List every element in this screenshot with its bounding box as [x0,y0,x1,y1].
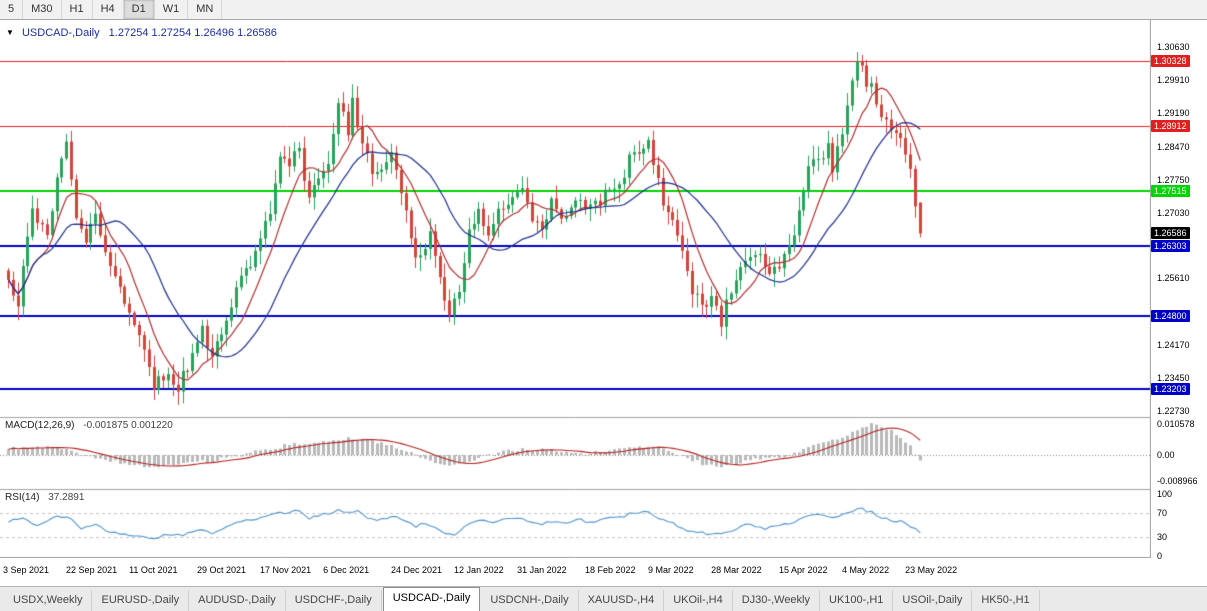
date-tick-label: 17 Nov 2021 [260,565,312,575]
tab-ukoil-h4[interactable]: UKOil-,H4 [664,590,733,611]
date-tick-label: 29 Oct 2021 [197,565,247,575]
price-tick: 1.30630 [1157,42,1190,52]
price-tick: 1.27750 [1157,174,1190,185]
macd-indicator-label: MACD(12,26,9) -0.001875 0.001220 [5,420,173,431]
rsi-axis-tick: 0 [1157,551,1163,561]
tab-uk100-h1[interactable]: UK100-,H1 [820,590,894,611]
tab-eurusd-daily[interactable]: EURUSD-,Daily [92,590,190,611]
price-tick: 1.27030 [1157,207,1190,218]
current-price-label: 1.26586 [1151,227,1190,240]
date-tick-label: 24 Dec 2021 [391,565,443,575]
date-tick-label: 18 Feb 2022 [585,565,636,575]
chart-header: ▼ USDCAD-,Daily 1.27254 1.27254 1.26496 … [6,27,277,39]
macd-axis-tick: -0.008966 [1157,476,1198,487]
timeframe-button-h4[interactable]: H4 [93,0,124,19]
rsi-axis-tick: 70 [1157,507,1168,518]
level-price-label: 1.23203 [1151,383,1190,396]
price-tick: 1.22730 [1157,406,1190,416]
tab-audusd-daily[interactable]: AUDUSD-,Daily [189,590,286,611]
timeframe-button-5[interactable]: 5 [0,0,24,19]
level-price-label: 1.26303 [1151,240,1190,253]
rsi-axis-tick: 30 [1157,532,1168,543]
date-tick-label: 31 Jan 2022 [517,565,567,575]
price-tick: 1.25610 [1157,273,1190,284]
level-price-label: 1.30328 [1151,54,1190,67]
macd-axis-tick: 0.010578 [1157,419,1195,429]
timeframe-button-mn[interactable]: MN [188,0,223,19]
level-price-label: 1.24800 [1151,309,1190,322]
rsi-current-value: 37.2891 [48,492,85,503]
price-tick: 1.29190 [1157,108,1190,119]
macd-axis-tick: 0.00 [1157,450,1175,460]
price-tick: 1.24170 [1157,339,1190,350]
tab-hk50-h1[interactable]: HK50-,H1 [972,590,1040,611]
price-tick: 1.23450 [1157,372,1190,383]
timeframe-toolbar: 5 M30 H1 H4 D1 W1 MN [0,0,1207,20]
price-axis: 1.30630 1.29910 1.29190 1.28470 1.27750 1.270… [1151,20,1207,561]
macd-title-text: MACD(12,26,9) [5,420,75,431]
tab-usdx-weekly[interactable]: USDX,Weekly [4,590,93,611]
date-tick-label: 9 Mar 2022 [648,565,694,575]
tab-usdcnh-daily[interactable]: USDCNH-,Daily [481,590,579,611]
price-chart-canvas[interactable] [0,20,1151,558]
chart-ohlc-values: 1.27254 1.27254 1.26496 1.26586 [108,27,277,39]
timeframe-button-m30[interactable]: M30 [23,0,62,19]
symbol-tabbar: USDX,Weekly EURUSD-,Daily AUDUSD-,Daily USD… [0,586,1207,611]
tab-usoil-daily[interactable]: USOil-,Daily [893,590,973,611]
date-tick-label: 4 May 2022 [842,565,890,575]
tab-xauusd-h4[interactable]: XAUUSD-,H4 [579,590,665,611]
level-price-label: 1.28912 [1151,120,1190,133]
price-tick: 1.29910 [1157,75,1190,86]
date-tick-label: 12 Jan 2022 [454,565,504,575]
date-tick-label: 6 Dec 2021 [323,565,370,575]
date-tick-label: 22 Sep 2021 [66,565,118,575]
rsi-title-text: RSI(14) [5,492,40,503]
date-tick-label: 15 Apr 2022 [779,565,828,575]
rsi-indicator-label: RSI(14) 37.2891 [5,492,84,503]
date-axis: 3 Sep 2021 22 Sep 2021 11 Oct 2021 29 Oct 2… [0,558,1150,586]
level-price-label: 1.27515 [1151,184,1190,197]
timeframe-button-w1[interactable]: W1 [155,0,189,19]
tab-dj30-weekly[interactable]: DJ30-,Weekly [733,590,820,611]
date-tick-label: 3 Sep 2021 [3,565,50,575]
chart-symbol-title: USDCAD-,Daily [21,27,100,39]
rsi-axis-tick: 100 [1157,489,1173,499]
chart-collapse-icon[interactable]: ▼ [6,28,14,37]
timeframe-button-d1[interactable]: D1 [123,0,155,19]
date-tick-label: 28 Mar 2022 [711,565,762,575]
date-tick-label: 11 Oct 2021 [129,565,178,575]
tab-usdchf-daily[interactable]: USDCHF-,Daily [286,590,382,611]
date-tick-label: 23 May 2022 [905,565,958,575]
price-tick: 1.28470 [1157,141,1190,152]
macd-current-values: -0.001875 0.001220 [83,420,173,431]
chart-region: ▼ USDCAD-,Daily 1.27254 1.27254 1.26496 … [0,20,1207,561]
tab-usdcad-daily[interactable]: USDCAD-,Daily [382,587,481,611]
timeframe-button-h1[interactable]: H1 [62,0,93,19]
